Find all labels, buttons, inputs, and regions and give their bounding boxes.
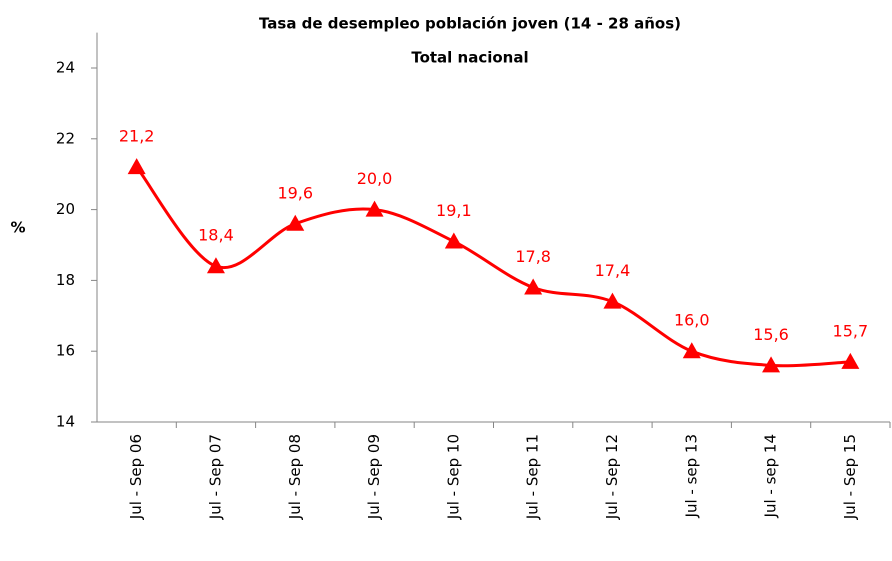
marker [524, 278, 543, 295]
marker [127, 158, 146, 175]
x-tick-label: Jul - Sep 11 [524, 434, 542, 520]
marker [762, 356, 781, 373]
x-tick-label: Jul - Sep 06 [127, 434, 145, 520]
chart-subtitle: Total nacional [411, 49, 528, 67]
marker [365, 200, 384, 217]
y-axis-label: % [10, 219, 25, 237]
y-tick-label: 22 [56, 129, 75, 147]
marker [206, 257, 225, 274]
data-label: 21,2 [119, 127, 155, 146]
marker [603, 292, 622, 309]
x-tick-label: Jul - sep 14 [762, 434, 780, 518]
line [135, 166, 851, 368]
y-tick-label: 18 [56, 271, 75, 289]
x-tick-label: Jul - Sep 07 [206, 434, 224, 520]
data-label: 16,0 [674, 311, 710, 330]
data-label: 20,0 [357, 169, 393, 188]
marker [841, 352, 860, 369]
x-tick-label: Jul - Sep 10 [444, 434, 462, 520]
data-label: 15,7 [833, 321, 869, 340]
data-label: 17,4 [595, 261, 631, 280]
x-tick-label: Jul - Sep 08 [286, 434, 304, 520]
x-tick-label: Jul - Sep 15 [841, 434, 859, 520]
chart-title: Tasa de desempleo población joven (14 - … [259, 15, 681, 33]
data-label: 17,8 [515, 247, 551, 266]
data-label: 19,6 [277, 183, 313, 202]
marker [286, 214, 305, 231]
y-tick-label: 20 [56, 200, 75, 218]
marker [444, 232, 463, 249]
x-tick-label: Jul - Sep 09 [365, 434, 383, 520]
data-label: 18,4 [198, 226, 234, 245]
x-tick-label: Jul - sep 13 [682, 434, 700, 518]
y-tick-label: 16 [56, 342, 75, 360]
x-tick-label: Jul - Sep 12 [603, 434, 621, 520]
data-label: 15,6 [753, 325, 789, 344]
y-tick-label: 24 [56, 59, 75, 77]
y-tick-label: 14 [56, 413, 75, 431]
marker [682, 342, 701, 359]
data-label: 19,1 [436, 201, 472, 220]
